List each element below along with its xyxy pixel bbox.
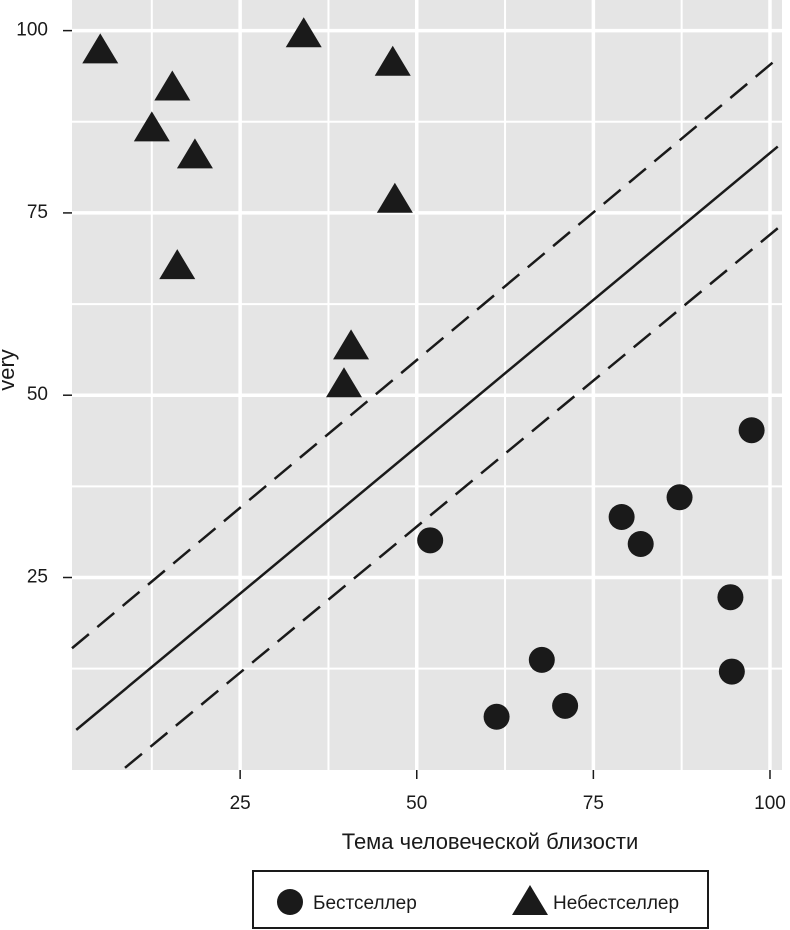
x-tick-label: 50 [406, 793, 427, 814]
legend-marker [277, 889, 303, 915]
point [666, 484, 693, 511]
x-tick-label: 100 [754, 793, 786, 814]
point [417, 527, 444, 554]
y-axis-label: very [0, 349, 19, 391]
boundary-line [124, 227, 779, 769]
point [738, 417, 765, 444]
point [552, 692, 579, 719]
point [325, 367, 362, 398]
point [528, 646, 555, 673]
boundary-line [75, 145, 779, 731]
marks [71, 17, 779, 769]
x-tick-label: 25 [230, 793, 251, 814]
y-tick-label: 25 [27, 567, 48, 588]
point [333, 329, 370, 360]
y-tick-label: 100 [16, 20, 48, 41]
boundary-line [71, 57, 779, 650]
x-tick-label: 75 [583, 793, 604, 814]
point [376, 182, 413, 213]
point [154, 70, 191, 101]
point [159, 249, 196, 280]
point [176, 138, 213, 169]
legend-label: Бестселлер [313, 893, 417, 914]
point [717, 584, 744, 611]
point [133, 111, 170, 142]
point [285, 17, 322, 48]
legend-marker [512, 885, 548, 915]
legend-label: Небестселлер [553, 893, 679, 914]
y-tick-label: 75 [27, 202, 48, 223]
legend: Бестселлер Небестселлер [277, 885, 679, 915]
point [627, 530, 654, 557]
point [374, 45, 411, 76]
grid: 25 50 75 100 25 50 75 100 [16, 0, 786, 814]
point [718, 658, 745, 685]
x-axis-label: Тема человеческой близости [342, 829, 639, 854]
plot-background [72, 0, 782, 770]
point [483, 703, 510, 730]
legend-box [252, 870, 709, 929]
y-tick-label: 50 [27, 384, 48, 405]
point [608, 503, 635, 530]
point [82, 33, 119, 64]
